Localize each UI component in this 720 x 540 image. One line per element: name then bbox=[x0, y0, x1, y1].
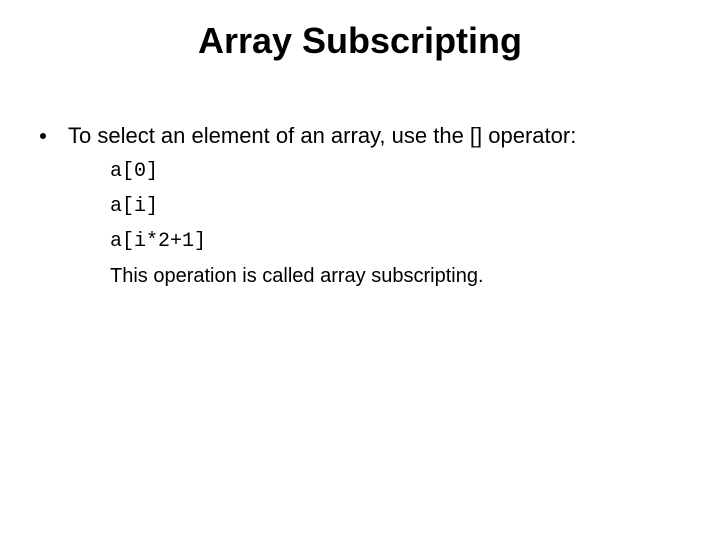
code-line-0: a[0] bbox=[110, 157, 690, 186]
slide-body: To select an element of an array, use th… bbox=[0, 72, 720, 291]
slide: Array Subscripting To select an element … bbox=[0, 0, 720, 540]
note-text: This operation is called array subscript… bbox=[110, 262, 690, 291]
bullet-text: To select an element of an array, use th… bbox=[68, 122, 576, 151]
bullet-item: To select an element of an array, use th… bbox=[40, 122, 690, 151]
slide-title: Array Subscripting bbox=[0, 0, 720, 72]
code-line-1: a[i] bbox=[110, 192, 690, 221]
bullet-dot-icon bbox=[40, 133, 46, 139]
code-line-2: a[i*2+1] bbox=[110, 227, 690, 256]
